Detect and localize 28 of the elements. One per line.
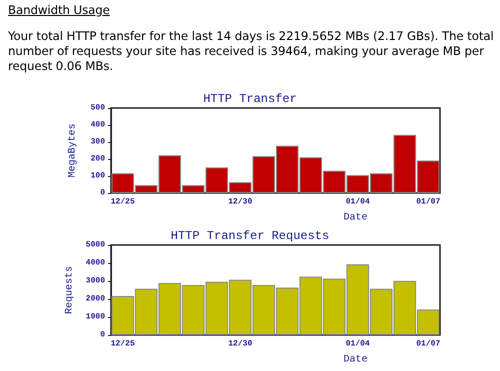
- x-tick-label: 12/30: [228, 198, 252, 206]
- x-tick-label: 12/25: [110, 198, 135, 206]
- x-tick-label: 12/25: [110, 340, 135, 348]
- x-tick-label: 01/07: [416, 198, 440, 206]
- y-axis-title: MegaBytes: [68, 123, 78, 178]
- y-tick-label: 100: [90, 172, 106, 180]
- y-axis-title: Requests: [64, 266, 76, 314]
- text: Your total HTTP transfer for the last 14 days is 2219.5652 MBs (2.17 GBs). The total number of requests your site has received is 39464, making your average MB per request 0.06 MBs.: [8, 29, 495, 74]
- y-tick-label: 3000: [86, 276, 106, 286]
- chart-title: HTTP Transfer Requests: [170, 229, 330, 243]
- x-tick-label: 01/07: [416, 340, 440, 348]
- x-tick-label: 01/04: [346, 198, 370, 206]
- y-tick-label: 300: [90, 138, 106, 146]
- y-tick-label: 0: [100, 330, 106, 340]
- y-tick-label: 0: [100, 188, 106, 198]
- x-tick-label: 12/30: [228, 340, 252, 348]
- y-tick-label: 5000: [86, 240, 106, 250]
- y-tick-label: 1000: [86, 312, 106, 322]
- chart-title: HTTP Transfer: [203, 92, 297, 106]
- x-axis-title: Date: [343, 212, 368, 224]
- text: Bandwidth Usage: [8, 3, 110, 17]
- y-tick-label: 4000: [86, 258, 106, 268]
- y-tick-label: 500: [90, 104, 106, 112]
- y-tick-label: 2000: [86, 294, 106, 304]
- y-tick-label: 200: [90, 154, 106, 164]
- x-axis-title: Date: [343, 354, 368, 366]
- x-tick-label: 01/04: [346, 340, 370, 348]
- y-tick-label: 400: [90, 120, 106, 130]
